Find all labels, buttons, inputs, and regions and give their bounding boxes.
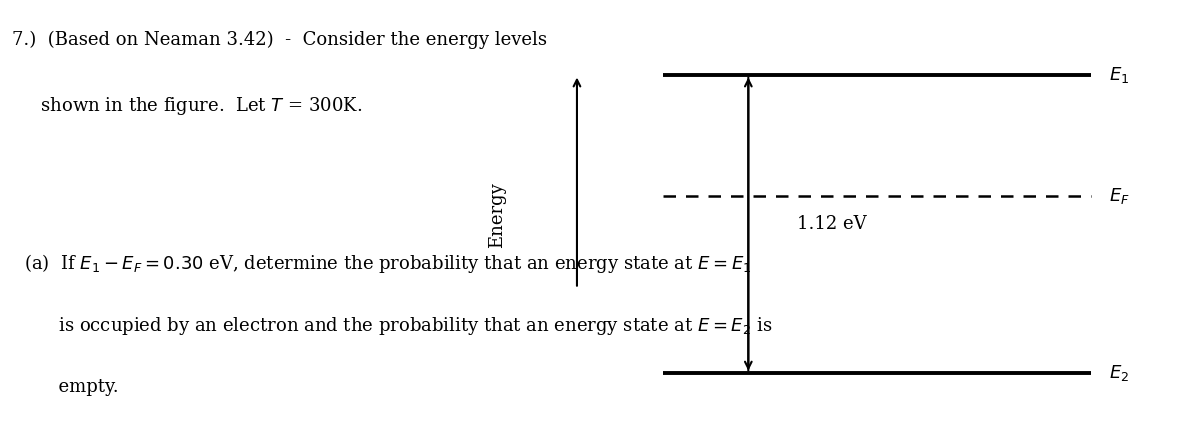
- Text: $E_2$: $E_2$: [1110, 363, 1129, 384]
- Text: shown in the figure.  Let $T$ = 300K.: shown in the figure. Let $T$ = 300K.: [12, 95, 362, 118]
- Text: empty.: empty.: [24, 378, 119, 395]
- Text: Energy: Energy: [488, 182, 506, 248]
- Text: 1.12 eV: 1.12 eV: [797, 215, 866, 233]
- Text: 7.)  (Based on Neaman 3.42)  -  Consider the energy levels: 7.) (Based on Neaman 3.42) - Consider th…: [12, 30, 547, 49]
- Text: $E_F$: $E_F$: [1110, 186, 1130, 207]
- Text: (a)  If $E_1 - E_F = 0.30$ eV, determine the probability that an energy state at: (a) If $E_1 - E_F = 0.30$ eV, determine …: [24, 252, 751, 275]
- Text: is occupied by an electron and the probability that an energy state at $E = E_2$: is occupied by an electron and the proba…: [24, 315, 773, 337]
- Text: $E_1$: $E_1$: [1110, 65, 1129, 85]
